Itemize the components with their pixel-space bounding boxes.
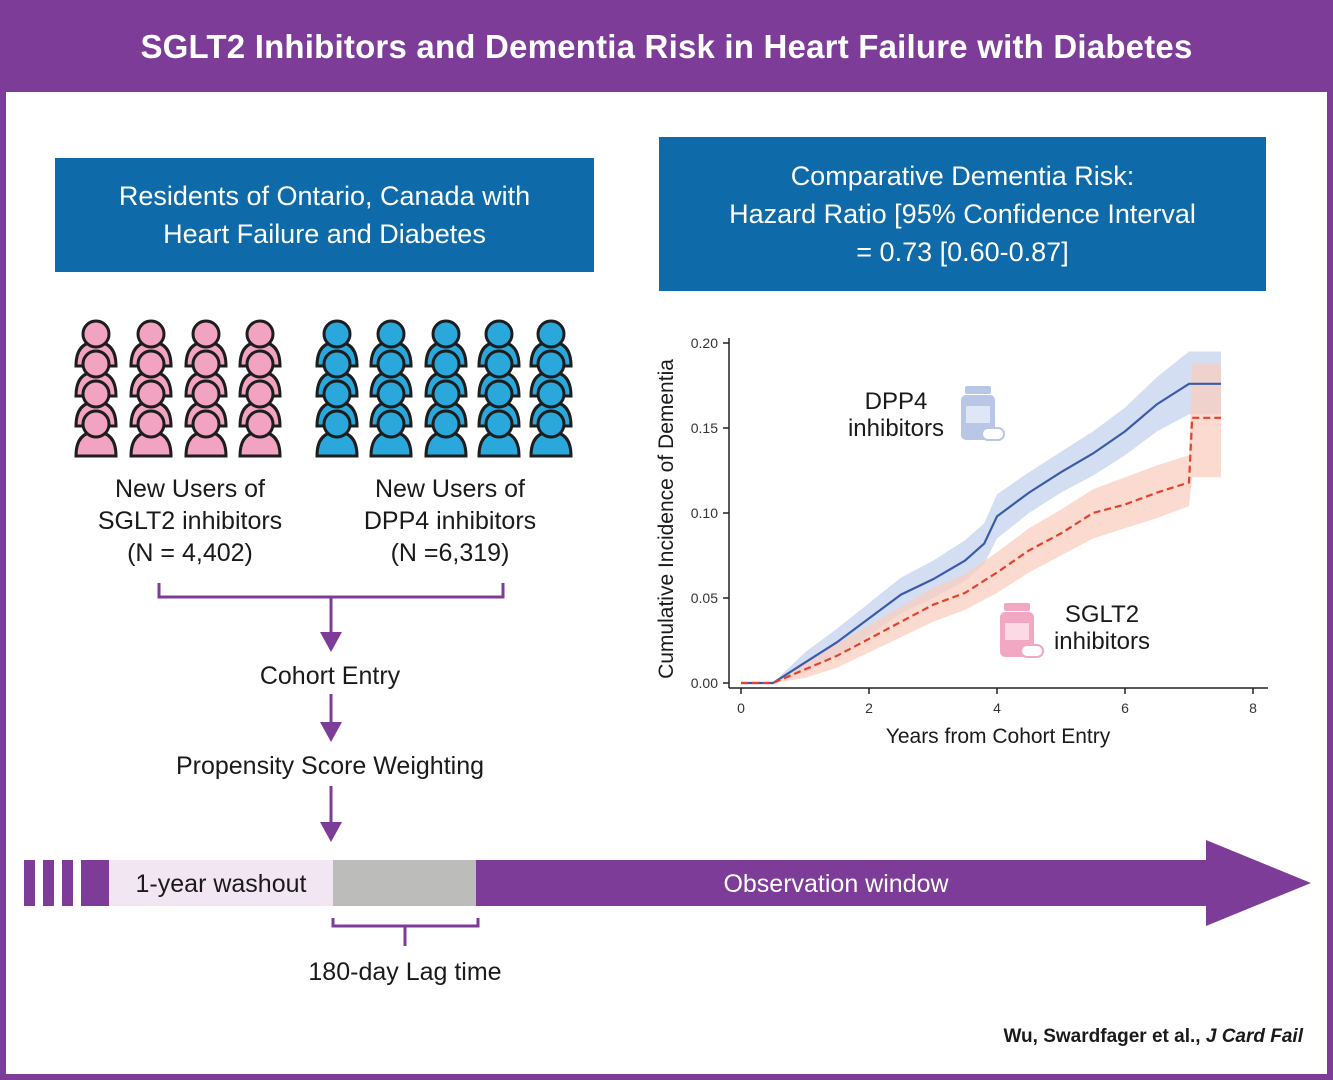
person-icon [424,409,468,458]
series-line-sglt2 [741,416,1221,685]
x-tick-label: 6 [1121,700,1129,716]
timeline-arrow-head [1206,840,1311,926]
person-icon [369,409,413,458]
dpp4-legend-line-1: DPP4 inhibitors [848,388,944,442]
dpp4-group-label: New Users of DPP4 inhibitors (N =6,319) [330,473,570,569]
washout-label: 1-year washout [136,870,307,898]
y-tick-label: 0.05 [691,590,718,606]
x-axis-title: Years from Cohort Entry [886,725,1111,748]
citation-journal: J Card Fail [1205,1026,1303,1047]
observation-segment [476,860,1212,906]
cohort-entry-label: Cohort Entry [259,662,401,690]
hazard-ratio-line-2: Hazard Ratio [95% Confidence Interval [729,199,1196,229]
y-tick-label: 0.15 [691,420,718,436]
timeline-stripe-1 [24,860,35,906]
sglt2-group-label: New Users of SGLT2 inhibitors (N = 4,402… [70,473,310,569]
person-icon [315,409,359,458]
legend-word: inhibitors [848,415,944,442]
sglt2-group-count: (N = 4,402) [127,539,253,567]
citation-authors: Wu, Swardfager et al., [1003,1026,1201,1047]
x-tick-label: 8 [1249,700,1257,716]
lag-time-label: 180-day Lag time [308,958,502,986]
citation: Wu, Swardfager et al., J Card Fail [1003,1026,1303,1048]
lag-bracket [331,918,480,946]
y-axis-title: Cumulative Incidence of Dementia [655,359,678,679]
dpp4-pill-bottle-icon [961,386,1005,441]
hazard-ratio-line-1: Comparative Dementia Risk: [790,161,1135,191]
timeline-stripe-4 [81,860,109,906]
observation-label: Observation window [723,870,949,898]
person-icon [74,409,118,458]
arrow-head-3 [320,822,342,842]
legend-word: SGLT2 [1065,601,1139,628]
timeline-stripe-3 [62,860,73,906]
person-icon [129,409,173,458]
dpp4-group-line-2: DPP4 inhibitors [363,507,537,535]
dpp4-group-count: (N =6,319) [390,539,510,567]
sglt2-legend-line-1: SGLT2 inhibitors [1054,601,1150,655]
washout-segment [109,860,333,906]
x-tick-label: 2 [865,700,873,716]
hazard-ratio-box: Comparative Dementia Risk: Hazard Ratio … [659,137,1266,291]
person-icon [529,409,573,458]
dpp4-group-line-1: New Users of [374,475,526,503]
y-tick-label: 0.10 [691,505,718,521]
legend-word: DPP4 [865,388,928,415]
series-line-dpp4 [741,382,1221,685]
residents-line-2: Heart Failure and Diabetes [163,219,486,249]
hazard-ratio-line-3: = 0.73 [0.60-0.87] [856,237,1069,267]
ci-band-dpp4 [741,351,1221,683]
residents-line-1: Residents of Ontario, Canada with [118,181,531,211]
y-tick-label: 0.00 [691,675,718,691]
page-title: SGLT2 Inhibitors and Dementia Risk in He… [140,28,1193,65]
timeline: 1-year washout Observation window [24,840,1311,926]
x-tick-label: 0 [737,700,745,716]
y-tick-label: 0.20 [691,335,718,351]
arrow-head-1 [320,632,342,652]
person-icon [238,409,282,458]
x-tick-label: 4 [993,700,1001,716]
person-icon [184,409,228,458]
ci-band-sglt2 [741,363,1221,683]
arrow-head-2 [320,722,342,742]
person-icon [477,409,521,458]
legend-word: inhibitors [1054,628,1150,655]
sglt2-group-line-1: New Users of [114,475,266,503]
sglt2-group-line-2: SGLT2 inhibitors [97,507,283,535]
propensity-weighting-label: Propensity Score Weighting [175,752,485,780]
lag-segment [333,860,476,906]
residents-box: Residents of Ontario, Canada with Heart … [55,158,594,272]
timeline-stripe-2 [43,860,54,906]
sglt2-pill-bottle-icon [1000,603,1044,658]
